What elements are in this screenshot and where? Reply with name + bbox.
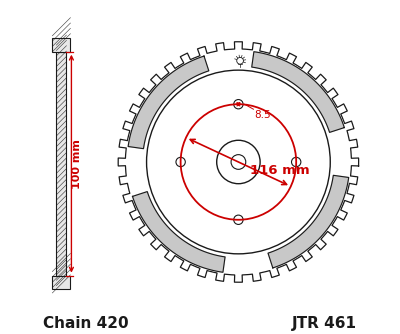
Text: 100 mm: 100 mm xyxy=(72,139,82,189)
Polygon shape xyxy=(132,192,225,272)
Circle shape xyxy=(234,100,243,109)
Circle shape xyxy=(217,140,260,184)
Circle shape xyxy=(292,157,301,167)
Polygon shape xyxy=(268,175,349,268)
Circle shape xyxy=(234,215,243,224)
Polygon shape xyxy=(52,38,70,52)
Polygon shape xyxy=(56,52,66,276)
Circle shape xyxy=(231,155,246,169)
Text: 8.5: 8.5 xyxy=(254,110,271,120)
Text: JTR 461: JTR 461 xyxy=(292,316,357,331)
Text: 116 mm: 116 mm xyxy=(250,164,310,177)
Text: Chain 420: Chain 420 xyxy=(43,316,129,331)
Polygon shape xyxy=(128,56,209,149)
Polygon shape xyxy=(118,42,359,282)
Polygon shape xyxy=(252,52,344,132)
Circle shape xyxy=(146,70,330,254)
Polygon shape xyxy=(52,276,70,289)
Circle shape xyxy=(176,157,185,167)
